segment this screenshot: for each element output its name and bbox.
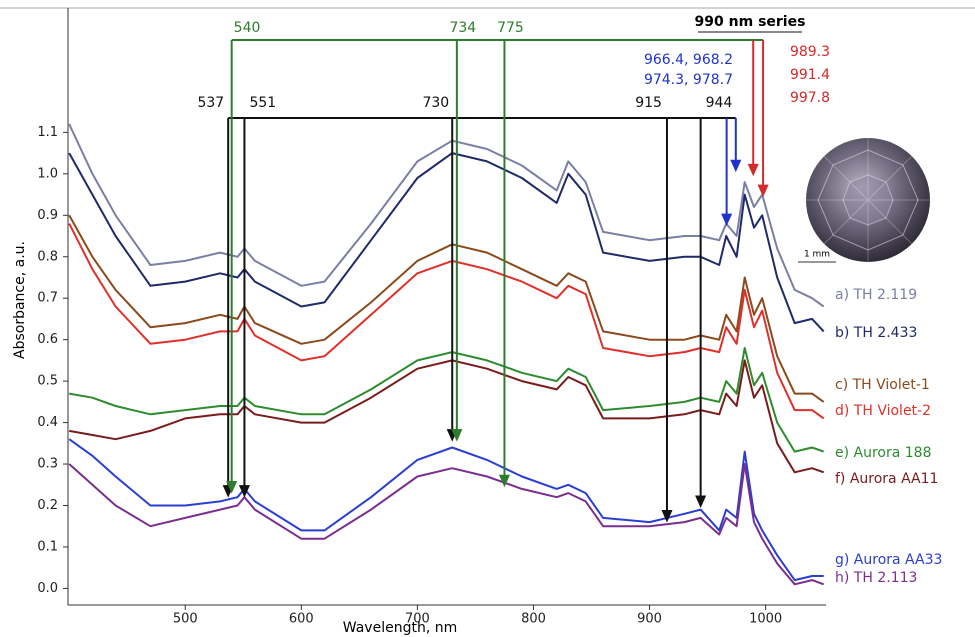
spectrum-line [68, 123, 825, 308]
annotation-label: 730 [422, 95, 449, 111]
annotation-arrow [226, 40, 238, 494]
y-tick-label: 0.6 [37, 332, 58, 347]
annotation-arrow [222, 118, 234, 498]
annotation-label: 944 [706, 95, 733, 111]
annotation-arrow [451, 40, 463, 442]
annotation-arrow [757, 40, 769, 198]
y-tick-label: 0.9 [37, 208, 58, 223]
annotation-arrow [730, 118, 742, 173]
legend-label: d) TH Violet-2 [835, 403, 931, 419]
annotation-arrow [446, 118, 458, 442]
y-axis-title: Absorbance, a.u. [12, 241, 28, 359]
x-axis-title: Wavelength, nm [343, 620, 457, 636]
annotation-arrow [695, 118, 707, 508]
gem-photo [798, 138, 930, 263]
annotation-label: 991.4 [790, 67, 830, 83]
y-tick-label: 0.0 [37, 581, 58, 596]
annotation-label: 540 [234, 20, 261, 36]
y-tick-label: 0.2 [37, 498, 58, 513]
annotation-label: 915 [635, 95, 662, 111]
legend-label: c) TH Violet-1 [835, 377, 930, 393]
legend-label: g) Aurora AA33 [835, 552, 942, 568]
spectrum-line [68, 463, 825, 586]
x-tick-label: 800 [521, 612, 546, 627]
annotation-label: 537 [197, 95, 224, 111]
legend-label: h) TH 2.113 [835, 570, 917, 586]
annotation-arrow [661, 118, 673, 523]
x-tick-label: 700 [405, 612, 430, 627]
y-tick-label: 1.0 [37, 166, 58, 181]
y-tick-label: 0.5 [37, 374, 58, 389]
annotation-label: 734 [449, 20, 476, 36]
x-tick-label: 900 [637, 612, 662, 627]
annotation-label: 989.3 [790, 44, 830, 60]
spectrum-line [68, 152, 825, 333]
annotation-label: 966.4, 968.2 [644, 52, 733, 68]
y-tick-label: 0.1 [37, 539, 58, 554]
x-tick-label: 1000 [749, 612, 782, 627]
spectrum-line [68, 438, 824, 582]
spectrum-line [69, 359, 825, 474]
annotation-arrow [238, 118, 250, 498]
annotation-arrow [498, 40, 510, 488]
annotation-label: 974.3, 978.7 [644, 72, 733, 88]
annotation-arrow [721, 118, 733, 227]
spectrum-line [69, 347, 825, 453]
annotation-label: 997.8 [790, 90, 830, 106]
x-tick-label: 600 [289, 612, 314, 627]
y-tick-label: 0.3 [37, 457, 58, 472]
annotation-arrow [747, 40, 759, 177]
y-tick-label: 1.1 [37, 125, 58, 140]
legend-label: e) Aurora 188 [835, 445, 932, 461]
legend-label: b) TH 2.433 [835, 325, 917, 341]
legend-label: f) Aurora AA11 [835, 471, 938, 487]
spectrum-line [68, 214, 825, 403]
y-tick-label: 0.7 [37, 291, 58, 306]
y-tick-label: 0.8 [37, 249, 58, 264]
photo-scale-label: 1 mm [804, 250, 830, 260]
spectrum-line [68, 223, 825, 420]
legend-label: a) TH 2.119 [835, 287, 917, 303]
x-tick-label: 500 [173, 612, 198, 627]
annotation-label: 775 [497, 20, 524, 36]
annotation-label: 551 [249, 95, 276, 111]
series-heading: 990 nm series [695, 14, 806, 30]
y-tick-label: 0.4 [37, 415, 58, 430]
